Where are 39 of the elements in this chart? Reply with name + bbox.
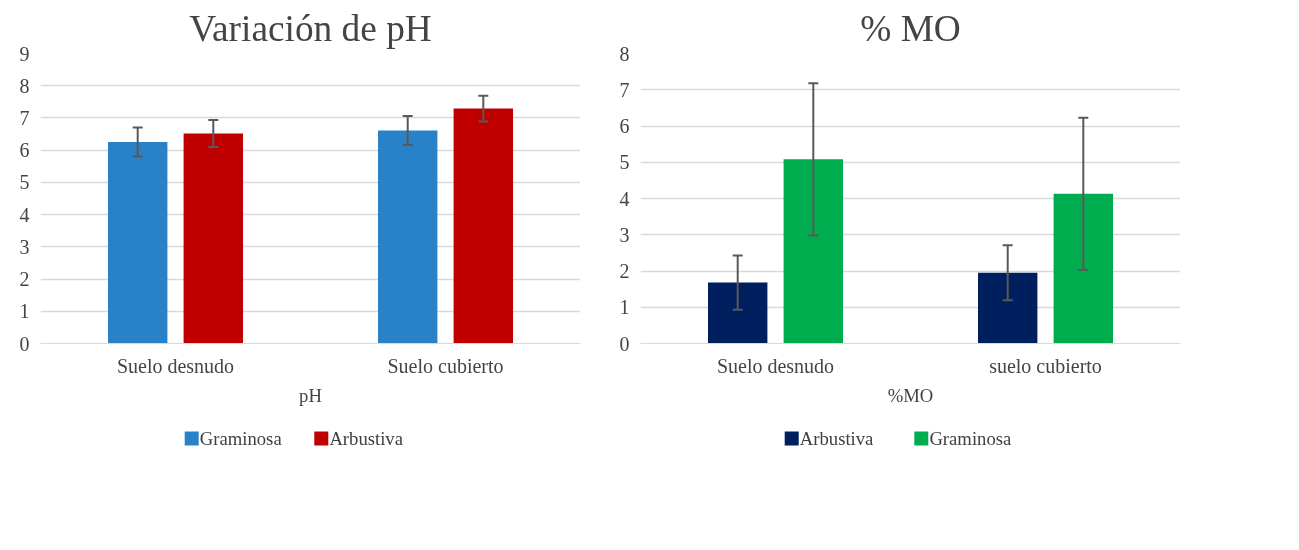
y-tick-label: 7 <box>619 78 630 101</box>
bar <box>378 130 438 344</box>
bar <box>978 272 1038 344</box>
bar <box>108 142 168 344</box>
y-tick-label: 8 <box>19 74 30 97</box>
y-tick-label: 8 <box>619 42 630 65</box>
chart-title: Variación de pH <box>189 7 432 49</box>
legend-label: Graminosa <box>199 428 283 449</box>
legend-label: Arbustiva <box>799 428 875 449</box>
bar <box>453 108 513 344</box>
bar <box>783 159 843 344</box>
x-tick-label: Suelo desnudo <box>116 354 235 377</box>
y-tick-label: 2 <box>619 260 630 282</box>
y-tick-label: 4 <box>619 187 630 210</box>
y-tick-label: 1 <box>619 296 630 319</box>
x-tick-label: Suelo desnudo <box>716 354 835 377</box>
y-tick-label: 9 <box>19 42 30 65</box>
x-tick-label: Suelo cubierto <box>387 354 504 377</box>
y-tick-label: 0 <box>619 332 630 355</box>
y-tick-label: 5 <box>19 171 30 194</box>
y-tick-label: 1 <box>19 300 30 323</box>
x-tick-label: suelo cubierto <box>989 354 1102 377</box>
legend-label: Arbustiva <box>329 428 404 449</box>
x-axis-title: %MO <box>887 384 934 406</box>
bar <box>708 282 768 344</box>
y-tick-label: 3 <box>19 235 30 258</box>
chart-title: % MO <box>860 7 961 49</box>
y-tick-label: 0 <box>19 332 30 355</box>
y-tick-label: 2 <box>19 268 30 291</box>
bar <box>183 133 243 344</box>
bar <box>1053 193 1113 344</box>
y-tick-label: 6 <box>19 139 30 162</box>
y-tick-label: 3 <box>619 223 630 246</box>
y-tick-label: 5 <box>619 151 630 174</box>
legend-label: Graminosa <box>929 428 1012 449</box>
y-tick-label: 4 <box>19 203 30 226</box>
y-tick-label: 7 <box>19 106 30 129</box>
y-tick-label: 6 <box>619 115 630 137</box>
x-axis-title: pH <box>299 384 322 406</box>
